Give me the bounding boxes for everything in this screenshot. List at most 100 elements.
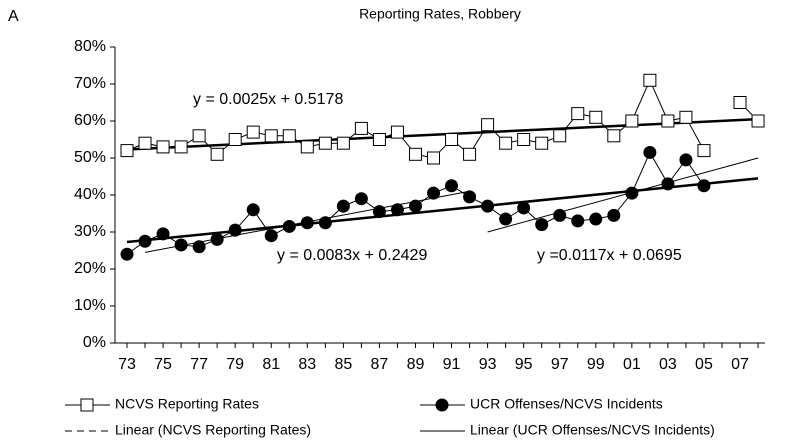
point [408,199,422,213]
point [354,192,368,206]
legend-marker [80,398,94,412]
point [589,110,603,124]
point [625,114,639,128]
point [372,133,386,146]
point [228,223,242,237]
point [264,129,278,143]
y-tick-label: 20% [74,260,106,277]
point [499,136,513,150]
point [264,229,278,243]
point [174,140,188,154]
legend-label: Linear (UCR Offenses/NCVS Incidents) [470,422,715,438]
x-tick-label: 89 [407,356,425,373]
point [120,144,134,158]
x-tick-label: 97 [551,356,569,373]
y-tick-label: 50% [74,149,106,166]
y-tick-label: 80% [74,38,106,55]
x-tick-label: 07 [731,356,749,373]
point [138,136,152,150]
point [192,129,206,143]
x-tick-label: 03 [659,356,677,373]
point [427,186,441,200]
point [354,121,368,135]
x-tick-label: 79 [226,356,244,373]
point [751,114,765,128]
legend-marker [435,398,449,412]
annotation: y = 0.0025x + 0.5178 [193,91,343,108]
x-tick-label: 99 [587,356,605,373]
y-tick-label: 70% [74,75,106,92]
x-tick-label: 81 [262,356,280,373]
y-tick-label: 0% [83,334,106,351]
point [300,140,314,154]
point [427,151,441,165]
point [661,114,675,128]
x-tick-label: 95 [515,356,533,373]
point [607,129,621,143]
point [643,145,657,159]
point [336,199,350,213]
point [697,144,711,158]
y-tick-label: 60% [74,112,106,129]
x-tick-label: 05 [695,356,713,373]
point [336,136,350,150]
point [607,208,621,222]
point [481,199,495,213]
y-tick-label: 40% [74,186,106,203]
y-tick-label: 30% [74,223,106,240]
point [553,208,567,222]
point [553,129,567,143]
point [408,147,422,161]
point [481,118,495,132]
x-tick-label: 85 [334,356,352,373]
point [156,227,170,241]
point [463,147,477,161]
point [445,133,459,146]
point [643,73,657,87]
point [517,201,531,215]
x-tick-label: 83 [298,356,316,373]
point [535,218,549,232]
point [192,240,206,254]
point [697,179,711,193]
chart-title: Reporting Rates, Robbery [359,6,521,22]
point [210,232,224,246]
legend-label: Linear (NCVS Reporting Rates) [115,422,311,438]
point [571,214,585,228]
point [246,125,260,139]
point [156,140,170,154]
point [372,205,386,219]
point [390,125,404,139]
point [589,212,603,226]
point [499,212,513,226]
point [463,190,477,204]
point [661,177,675,191]
x-tick-label: 75 [154,356,172,373]
legend-label: UCR Offenses/NCVS Incidents [470,396,663,412]
point [679,110,693,124]
point [679,153,693,167]
x-tick-label: 77 [190,356,208,373]
annotation: y =0.0117x + 0.0695 [537,247,682,264]
point [210,147,224,161]
point [517,133,531,146]
point [246,203,260,217]
point [318,216,332,230]
x-tick-label: 73 [118,356,136,373]
legend-label: NCVS Reporting Rates [115,396,259,412]
point [733,96,747,109]
trend-line [487,157,759,233]
y-tick-label: 10% [74,297,106,314]
x-tick-label: 87 [371,356,389,373]
point [138,234,152,248]
point [625,186,639,200]
x-tick-label: 91 [443,356,461,373]
point [445,179,459,193]
point [318,136,332,150]
point [571,107,585,121]
annotation: y = 0.0083x + 0.2429 [277,247,427,264]
point [282,129,296,143]
point [228,133,242,146]
point [535,136,549,150]
